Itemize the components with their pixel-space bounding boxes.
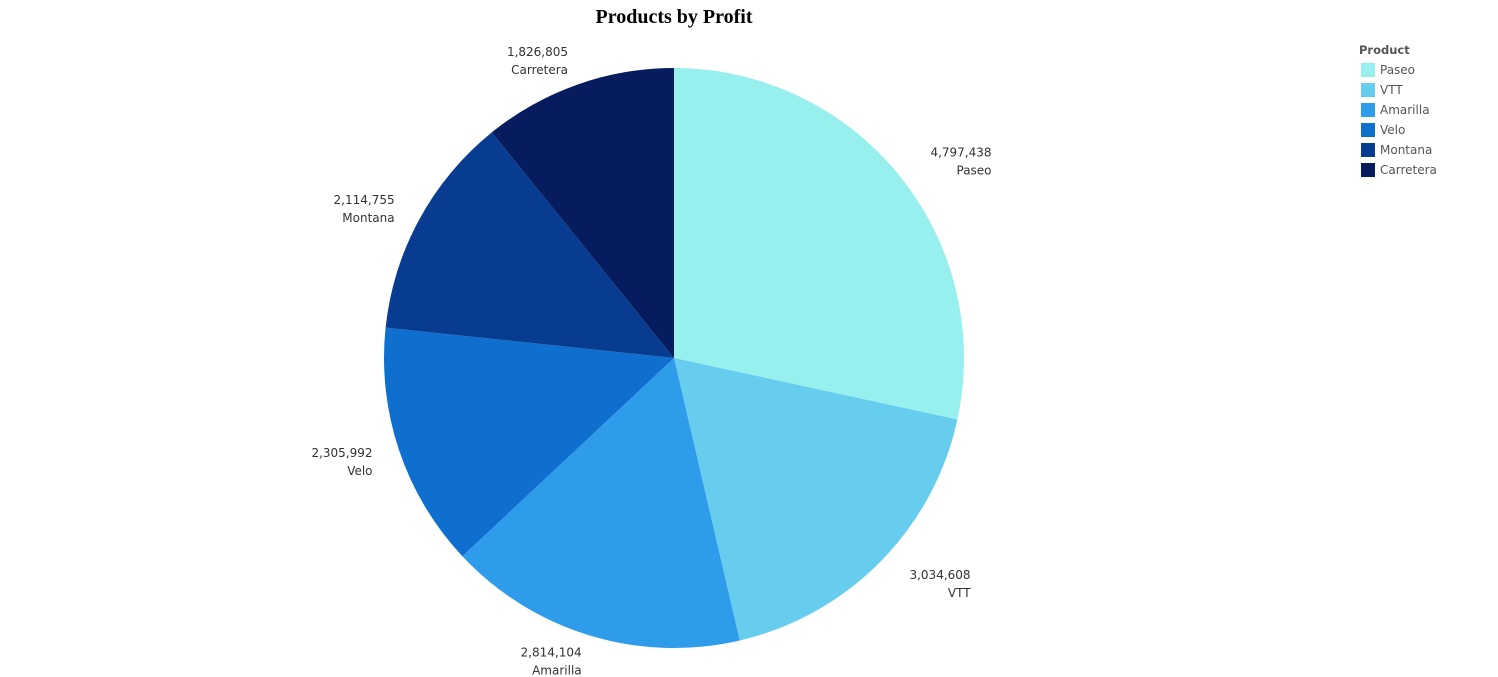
slice-value-label: 4,797,438: [930, 145, 991, 159]
legend-item-carretera[interactable]: Carretera: [1359, 160, 1489, 180]
slice-category-label: Velo: [347, 464, 372, 478]
pie-slice-amarilla[interactable]: [462, 358, 740, 648]
legend-item-paseo[interactable]: Paseo: [1359, 60, 1489, 80]
legend-item-amarilla[interactable]: Amarilla: [1359, 100, 1489, 120]
pie-slice-carretera[interactable]: [491, 68, 674, 358]
slice-value-label: 2,114,755: [334, 193, 395, 207]
pie-slice-velo[interactable]: [383, 327, 674, 557]
legend-label: Paseo: [1380, 63, 1416, 77]
slice-label-group: 4,797,438 Paseo: [930, 145, 991, 177]
chart-title: Products by Profit: [595, 6, 753, 28]
slice-label-group: 2,305,992 Velo: [311, 446, 372, 478]
slice-label-group: 3,034,608 VTT: [909, 568, 971, 600]
legend-label: Montana: [1380, 143, 1433, 157]
legend-label: Velo: [1380, 123, 1406, 137]
legend-swatch: [1361, 123, 1375, 137]
legend-title: Product: [1359, 43, 1410, 57]
legend-swatch: [1361, 163, 1375, 177]
legend-label: Amarilla: [1380, 103, 1430, 117]
slice-value-label: 3,034,608: [909, 568, 970, 582]
legend-label: VTT: [1380, 83, 1403, 97]
pie-slice-paseo[interactable]: [674, 68, 964, 420]
legend-swatch: [1361, 63, 1375, 77]
slice-category-label: VTT: [948, 586, 971, 600]
slice-value-label: 2,305,992: [311, 446, 372, 460]
legend-swatch: [1361, 103, 1375, 117]
legend-item-vtt[interactable]: VTT: [1359, 80, 1489, 100]
slice-label-group: 2,114,755 Montana: [334, 193, 395, 225]
legend-swatch: [1361, 143, 1375, 157]
slice-category-label: Carretera: [511, 63, 568, 77]
legend: Product Paseo VTT Amarilla Velo Montana Carre…: [1359, 42, 1489, 180]
slice-category-label: Montana: [342, 211, 394, 225]
legend-label: Carretera: [1380, 163, 1437, 177]
slice-value-label: 2,814,104: [521, 645, 582, 659]
pie-slice-vtt[interactable]: [674, 358, 958, 641]
legend-item-velo[interactable]: Velo: [1359, 120, 1489, 140]
slice-label-group: 2,814,104 Amarilla: [521, 645, 582, 677]
slice-category-label: Paseo: [957, 163, 992, 177]
pie-slice-montana[interactable]: [385, 132, 674, 358]
legend-swatch: [1361, 83, 1375, 97]
slice-value-label: 1,826,805: [507, 45, 568, 59]
slice-category-label: Amarilla: [532, 663, 582, 677]
slice-label-group: 1,826,805 Carretera: [507, 45, 568, 77]
legend-item-montana[interactable]: Montana: [1359, 140, 1489, 160]
